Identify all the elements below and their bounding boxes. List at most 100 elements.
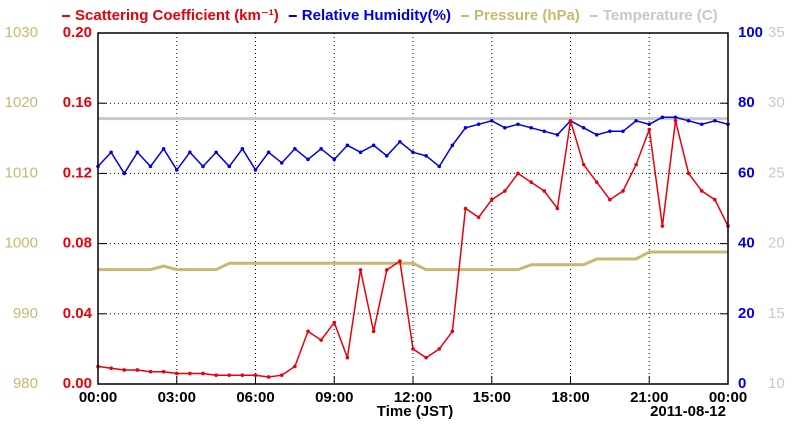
data-point <box>660 224 665 228</box>
data-point <box>411 150 415 155</box>
data-point <box>398 259 402 263</box>
y-tick-label: 1000 <box>5 235 38 252</box>
y-tick-label: 990 <box>13 305 38 322</box>
data-point <box>503 125 507 130</box>
data-point <box>332 157 337 162</box>
data-point <box>555 206 560 211</box>
y-tick-label: 0.08 <box>63 235 92 252</box>
data-point <box>332 320 337 325</box>
data-point <box>608 129 612 134</box>
data-point <box>542 129 547 134</box>
data-point <box>647 127 652 132</box>
data-point <box>489 197 494 202</box>
data-point <box>214 150 218 155</box>
data-point <box>174 168 179 172</box>
data-point <box>161 147 166 151</box>
data-point <box>148 369 153 374</box>
data-point <box>634 118 638 123</box>
data-point <box>188 371 192 376</box>
data-point <box>581 125 586 130</box>
data-point <box>647 122 652 127</box>
data-point <box>135 150 140 155</box>
legend-label: Pressure (hPa) <box>474 7 580 24</box>
data-point <box>568 118 573 123</box>
data-point <box>503 189 507 193</box>
y-tick-label: 60 <box>738 164 755 181</box>
data-point <box>516 171 520 176</box>
series-line <box>97 120 729 378</box>
data-point <box>699 189 704 193</box>
data-point <box>476 215 481 220</box>
data-point <box>306 157 310 162</box>
data-point <box>293 147 297 151</box>
data-point <box>345 143 350 148</box>
data-point <box>686 171 691 176</box>
data-point <box>424 154 428 158</box>
data-point <box>621 129 625 134</box>
data-point <box>411 347 415 351</box>
y-tick-label: 980 <box>13 375 38 392</box>
data-point <box>174 371 179 376</box>
data-point <box>279 161 284 165</box>
data-point <box>594 180 599 184</box>
x-tick-label: 21:00 <box>630 389 668 406</box>
data-point <box>201 371 205 376</box>
data-point <box>608 197 612 202</box>
data-point <box>188 150 192 155</box>
data-point <box>135 368 140 372</box>
data-point <box>581 162 586 167</box>
data-point <box>437 164 442 169</box>
data-point <box>621 189 625 193</box>
x-tick-label: 12:00 <box>394 389 432 406</box>
data-point <box>279 373 284 378</box>
data-point <box>371 143 376 148</box>
data-point <box>122 368 127 372</box>
data-point <box>673 118 678 123</box>
data-point <box>227 164 232 169</box>
date-annotation: 2011-08-12 <box>650 403 726 420</box>
data-point <box>594 132 599 137</box>
data-point <box>319 147 323 151</box>
data-point <box>686 118 691 123</box>
y-tick-label: 0.04 <box>63 305 93 322</box>
data-point <box>424 355 428 360</box>
data-point <box>109 366 113 371</box>
data-point <box>227 373 232 378</box>
series-line <box>98 250 728 272</box>
data-point <box>450 143 455 148</box>
data-point <box>450 329 455 334</box>
y-tick-label: 10 <box>768 375 785 392</box>
data-point <box>358 268 363 272</box>
data-point <box>266 375 271 379</box>
y-tick-label: 35 <box>768 24 785 41</box>
y-tick-label: 0.20 <box>63 24 92 41</box>
data-point <box>384 154 389 158</box>
y-tick-label: 1010 <box>5 164 38 181</box>
data-point <box>529 125 533 130</box>
y-tick-label: 30 <box>768 94 785 111</box>
data-point <box>463 206 468 211</box>
data-point <box>529 180 533 184</box>
x-tick-label: 00:00 <box>709 389 747 406</box>
data-point <box>122 171 127 176</box>
y-tick-label: 1020 <box>5 94 38 111</box>
x-tick-label: 09:00 <box>315 389 353 406</box>
plot-frame <box>97 32 729 385</box>
x-tick-label: 03:00 <box>158 389 196 406</box>
data-point <box>634 162 638 167</box>
data-point <box>266 150 271 155</box>
data-point <box>660 115 665 120</box>
data-point <box>201 164 205 169</box>
y-tick-label: 1030 <box>5 24 38 41</box>
y-tick-label: 15 <box>768 305 785 322</box>
data-point <box>476 122 481 127</box>
data-point <box>437 347 442 351</box>
data-point <box>555 132 560 137</box>
data-point <box>293 364 297 369</box>
y-tick-label: 0.12 <box>63 164 92 181</box>
legend-label: Scattering Coefficient (km⁻¹) <box>75 7 279 24</box>
data-point <box>699 122 704 127</box>
legend-label: Relative Humidity(%) <box>302 7 451 24</box>
data-point <box>713 118 717 123</box>
